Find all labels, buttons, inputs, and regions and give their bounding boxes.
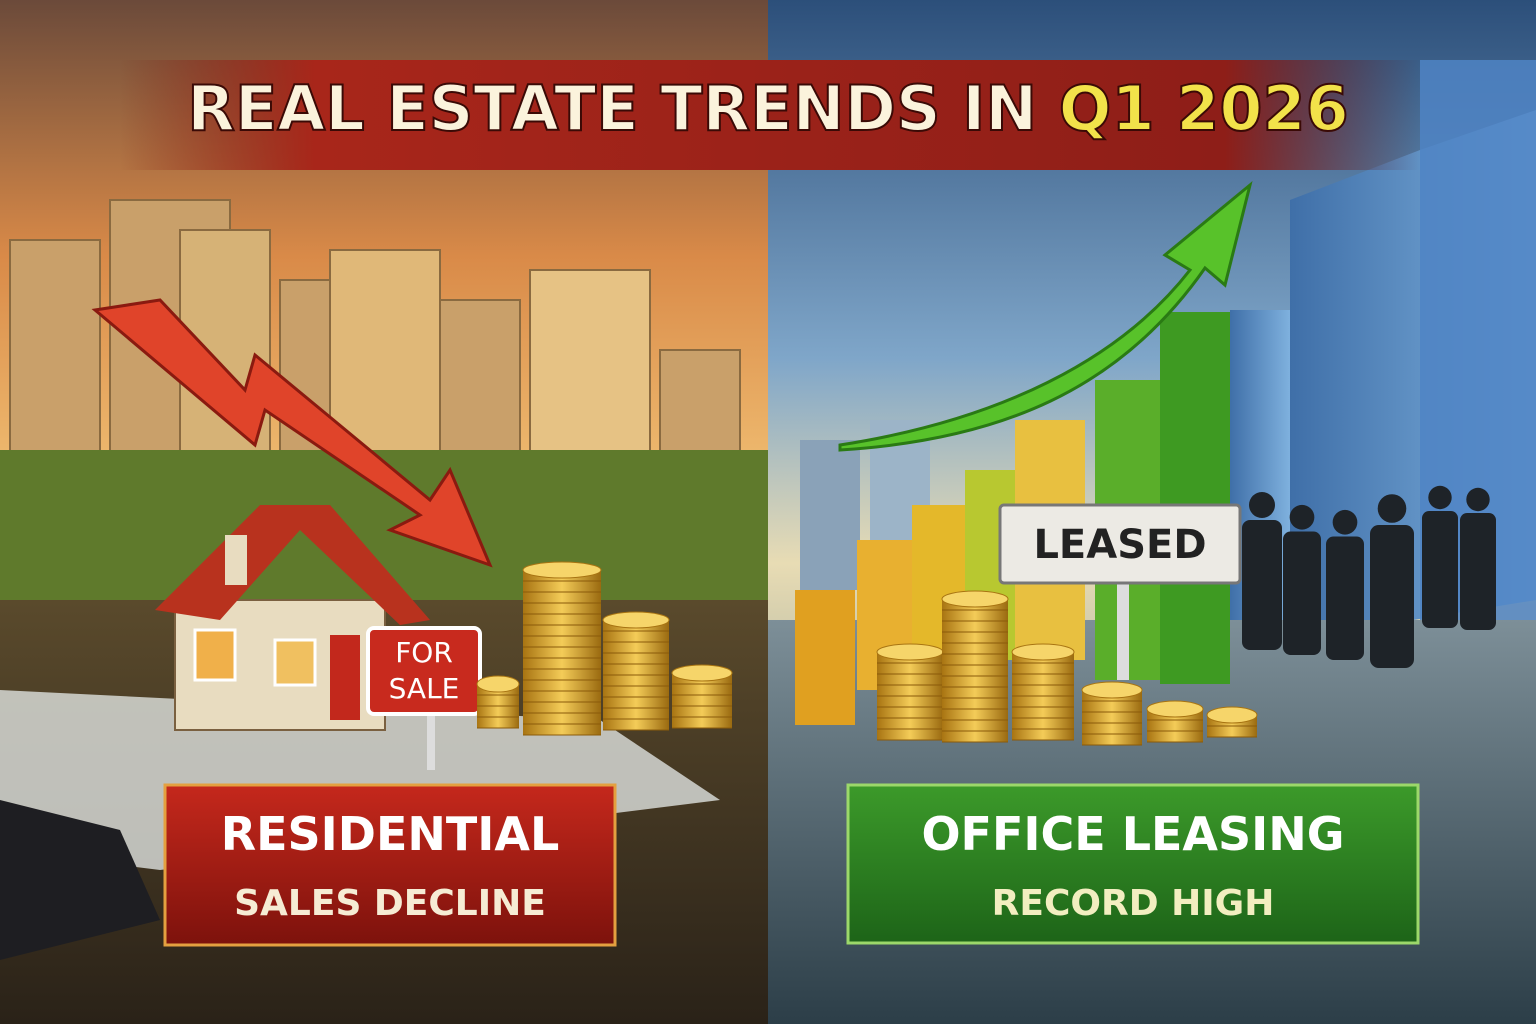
coin-top <box>1011 643 1075 661</box>
person-head <box>1249 492 1275 518</box>
person-head <box>1332 509 1358 535</box>
right-label-box <box>846 783 1420 945</box>
right-label-line1: OFFICE LEASING <box>921 807 1344 861</box>
person-body <box>1460 513 1496 630</box>
leased-sign <box>998 503 1242 585</box>
coin-top <box>1146 700 1204 718</box>
person-body <box>1283 531 1321 655</box>
person-head <box>1377 494 1407 523</box>
person-body <box>1422 511 1458 628</box>
house <box>155 505 430 731</box>
coin-top <box>1206 706 1258 724</box>
title-main: REAL ESTATE TRENDS IN <box>187 72 1037 145</box>
coin-stack <box>523 570 601 735</box>
coin-top <box>1081 681 1143 699</box>
coin-top <box>671 664 733 682</box>
person-head <box>1289 504 1315 530</box>
coin-top <box>476 675 520 693</box>
title: REAL ESTATE TRENDS IN Q1 2026 <box>187 72 1349 145</box>
sign-text: SALE <box>389 672 460 705</box>
coin-top <box>602 611 670 629</box>
coin-top <box>876 643 944 661</box>
person-head <box>1466 487 1490 512</box>
person-body <box>1242 520 1282 650</box>
left-label-box <box>163 783 617 947</box>
title-highlight: Q1 2026 <box>1059 72 1349 145</box>
coin-stack <box>942 599 1008 742</box>
keyboard <box>0 800 160 960</box>
for-sale-sign <box>366 626 482 716</box>
person-head <box>1428 485 1452 510</box>
right-label-line2: RECORD HIGH <box>992 883 1275 924</box>
sign-post <box>1117 570 1129 680</box>
left-label-line2: SALES DECLINE <box>234 883 546 924</box>
left-label-line1: RESIDENTIAL <box>221 807 560 861</box>
person-body <box>1370 525 1414 668</box>
sign-post <box>427 710 435 770</box>
title-banner <box>120 60 1420 170</box>
people <box>1242 485 1496 668</box>
up-arrow <box>838 180 1253 452</box>
coin-top <box>522 561 602 579</box>
sign-text: FOR <box>395 636 453 669</box>
coin-stack <box>672 673 732 728</box>
coin-stack <box>1082 690 1142 745</box>
coins <box>476 561 1258 746</box>
down-arrow <box>91 298 493 568</box>
sign-text: LEASED <box>1033 522 1206 568</box>
person-body <box>1326 536 1364 660</box>
coin-top <box>941 590 1009 608</box>
